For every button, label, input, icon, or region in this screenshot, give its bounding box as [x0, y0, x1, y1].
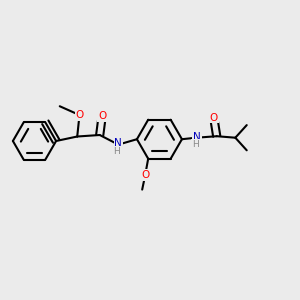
Text: H: H	[113, 147, 120, 156]
Text: O: O	[75, 110, 84, 120]
Text: O: O	[141, 170, 149, 180]
Text: N: N	[193, 131, 201, 142]
Text: O: O	[98, 111, 106, 122]
Text: N: N	[115, 138, 122, 148]
Text: H: H	[192, 140, 199, 149]
Text: O: O	[210, 112, 218, 123]
